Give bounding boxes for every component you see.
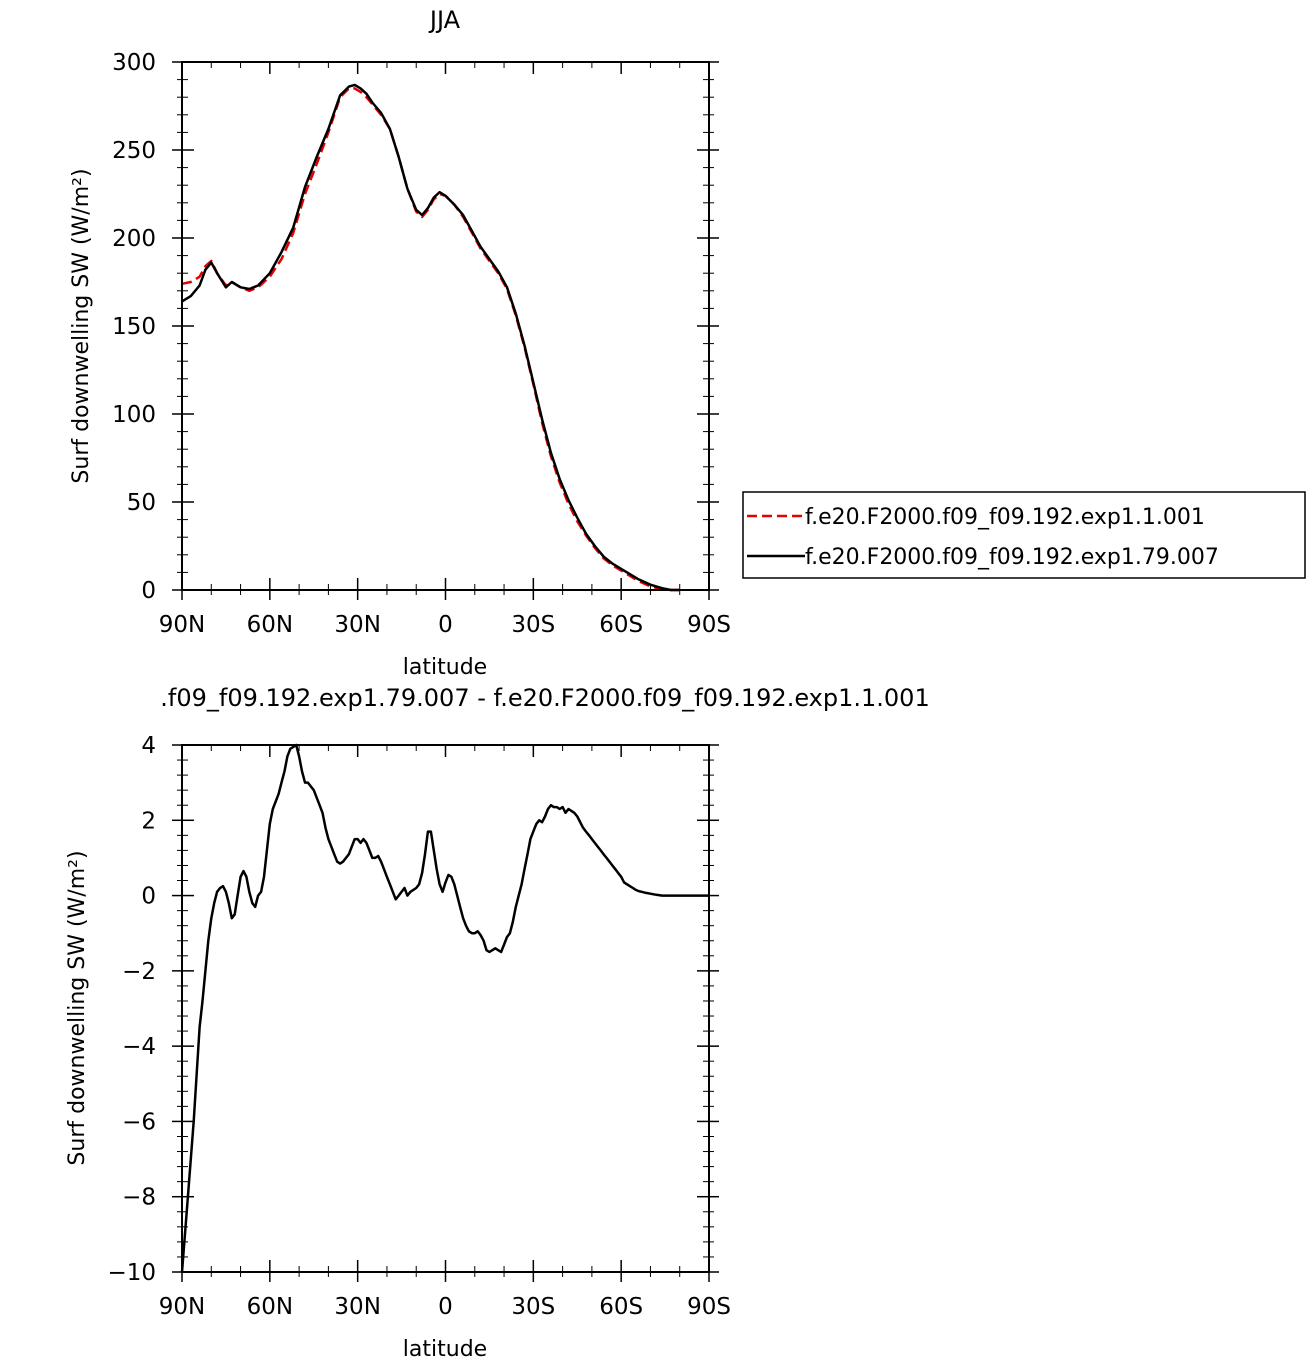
- y-tick-label: −2: [122, 959, 156, 985]
- bottom-panel-xlabel: latitude: [403, 1337, 487, 1362]
- x-tick-label: 90S: [687, 612, 731, 638]
- top-panel-ticks: 90N 60N 30N 0 30S 60S 90S 0 50 100 150 200 250 300: [112, 50, 731, 638]
- x-tick-label: 0: [438, 1294, 453, 1320]
- y-tick-label: −10: [107, 1260, 156, 1286]
- bottom-panel-lines: [180, 743, 709, 1273]
- y-tick-label: −8: [122, 1185, 156, 1211]
- bottom-panel-frame: [181, 744, 710, 1273]
- series-line-0-1: [181, 83, 680, 592]
- bottom-panel: .f09_f09.192.exp1.79.007 - f.e20.F2000.f…: [65, 684, 930, 1362]
- y-tick-label: 250: [112, 138, 156, 164]
- bottom-panel-title: .f09_f09.192.exp1.79.007 - f.e20.F2000.f…: [160, 684, 929, 712]
- y-tick-label: 0: [141, 884, 156, 910]
- y-tick-label: 200: [112, 226, 156, 252]
- legend-label-exp1-1-001: f.e20.F2000.f09_f09.192.exp1.1.001: [805, 505, 1205, 530]
- top-panel-frame: [181, 61, 710, 591]
- x-tick-label: 60S: [599, 1294, 643, 1320]
- y-tick-label: 300: [112, 50, 156, 76]
- legend: f.e20.F2000.f09_f09.192.exp1.1.001 f.e20…: [742, 491, 1306, 579]
- y-tick-label: 4: [141, 733, 156, 759]
- y-tick-label: 50: [127, 490, 156, 516]
- series-line-0-0: [181, 87, 680, 592]
- x-tick-label: 90N: [159, 612, 205, 638]
- top-panel-title: JJA: [428, 6, 461, 34]
- x-tick-label: 60S: [599, 612, 643, 638]
- y-tick-label: 100: [112, 402, 156, 428]
- series-line-1-0: [180, 743, 709, 1273]
- bottom-panel-ylabel: Surf downwelling SW (W/m²): [65, 850, 90, 1165]
- legend-label-exp1-79-007: f.e20.F2000.f09_f09.192.exp1.79.007: [805, 545, 1219, 570]
- top-panel-lines: [181, 83, 680, 592]
- x-tick-label: 30S: [511, 1294, 555, 1320]
- top-panel: JJA Surf downwelling SW (W/m²) latitude …: [69, 6, 731, 680]
- y-tick-label: −4: [122, 1034, 156, 1060]
- x-tick-label: 0: [438, 612, 453, 638]
- x-tick-label: 30S: [511, 612, 555, 638]
- y-tick-label: 150: [112, 314, 156, 340]
- x-tick-label: 90N: [159, 1294, 205, 1320]
- bottom-panel-ticks: 90N 60N 30N 0 30S 60S 90S −10 −8 −6 −4 −2 0 2 4: [107, 733, 730, 1320]
- x-tick-label: 30N: [334, 1294, 380, 1320]
- y-tick-label: 2: [141, 808, 156, 834]
- x-tick-label: 60N: [247, 1294, 293, 1320]
- top-panel-xlabel: latitude: [403, 655, 487, 680]
- y-tick-label: 0: [141, 578, 156, 604]
- x-tick-label: 90S: [687, 1294, 731, 1320]
- x-tick-label: 60N: [247, 612, 293, 638]
- x-tick-label: 30N: [334, 612, 380, 638]
- y-tick-label: −6: [122, 1109, 156, 1135]
- top-panel-ylabel: Surf downwelling SW (W/m²): [69, 168, 94, 483]
- legend-frame: [742, 491, 1306, 579]
